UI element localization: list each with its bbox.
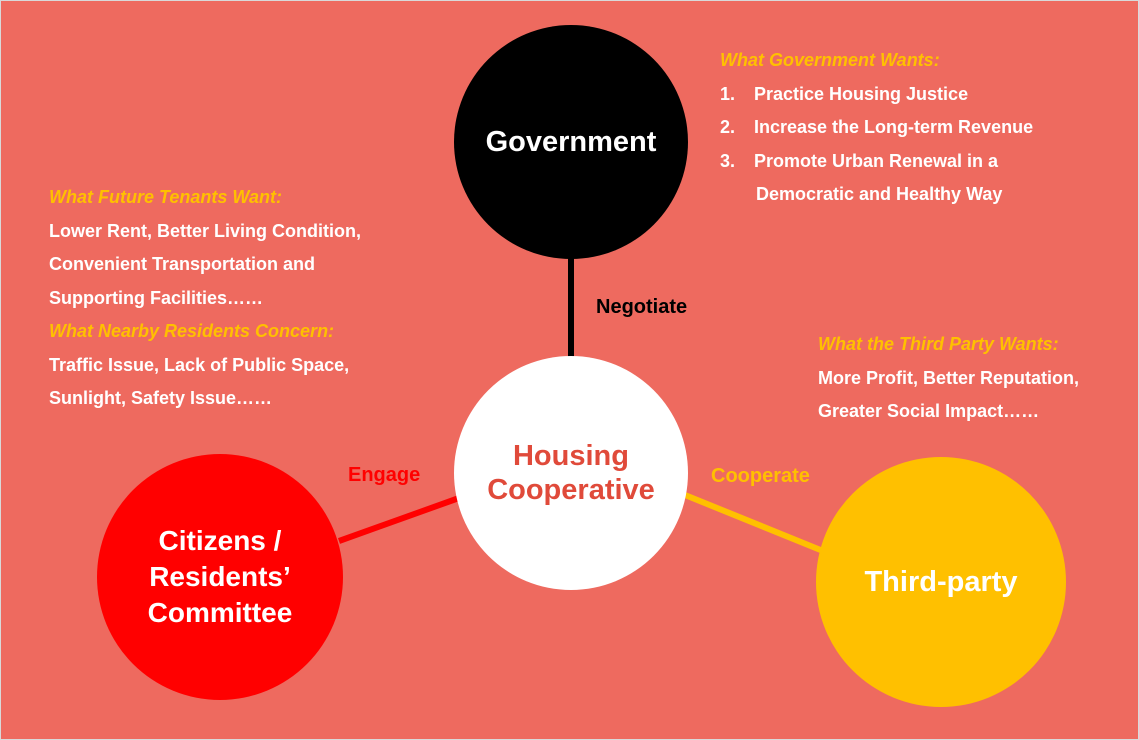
cooperate-label: Cooperate (711, 465, 810, 487)
third-party-wants-heading: What the Third Party Wants: (818, 334, 1059, 354)
government-wants-item: 1. Practice Housing Justice (720, 78, 1033, 112)
engage-label: Engage (348, 464, 421, 486)
tenants-and-residents-block: What Future Tenants Want: Lower Rent, Be… (49, 181, 361, 416)
tenants-want-line: Lower Rent, Better Living Condition, (49, 220, 361, 241)
cooperate-connector (683, 492, 825, 554)
government-wants-item-number: 2. (720, 117, 736, 137)
government-wants-item-number: 3. (720, 150, 736, 171)
third-party-wants-line: Greater Social Impact…… (818, 401, 1040, 421)
government-wants-item-continuation: Democratic and Healthy Way (756, 184, 1003, 204)
engage-connector (337, 495, 461, 544)
government-wants-item-text: Promote Urban Renewal in a (754, 150, 999, 171)
citizens-committee-label: Citizens / Residents’ Committee (147, 525, 293, 628)
tenants-want-line: Convenient Transportation and (49, 254, 316, 274)
government-wants-item-text: Practice Housing Justice (754, 83, 969, 104)
government-wants-item: 3. Promote Urban Renewal in a (720, 145, 1033, 179)
third-party-node: Third-party (816, 457, 1066, 707)
government-node: Government (454, 25, 688, 259)
government-wants-heading: What Government Wants: (720, 50, 940, 70)
tenants-want-line: Supporting Facilities…… (49, 287, 264, 308)
residents-concern-line: Traffic Issue, Lack of Public Space, (49, 354, 350, 375)
third-party-wants-block: What the Third Party Wants: More Profit,… (818, 328, 1079, 429)
residents-concern-heading: What Nearby Residents Concern: (49, 321, 335, 341)
government-wants-item: 2. Increase the Long-term Revenue (720, 111, 1033, 145)
housing-cooperative-node: Housing Cooperative (454, 356, 688, 590)
third-party-label: Third-party (864, 565, 1018, 598)
government-label: Government (485, 125, 657, 158)
government-wants-item-number: 1. (720, 83, 736, 104)
third-party-wants-line: More Profit, Better Reputation, (818, 367, 1080, 388)
negotiate-label: Negotiate (596, 296, 688, 318)
government-wants-block: What Government Wants: 1. Practice Housin… (720, 44, 1033, 212)
government-wants-item-text: Increase the Long-term Revenue (754, 117, 1034, 137)
tenants-want-heading: What Future Tenants Want: (49, 187, 282, 207)
citizens-committee-node: Citizens / Residents’ Committee (97, 454, 343, 700)
residents-concern-line: Sunlight, Safety Issue…… (49, 388, 273, 408)
housing-cooperative-label: Housing Cooperative (487, 440, 655, 506)
